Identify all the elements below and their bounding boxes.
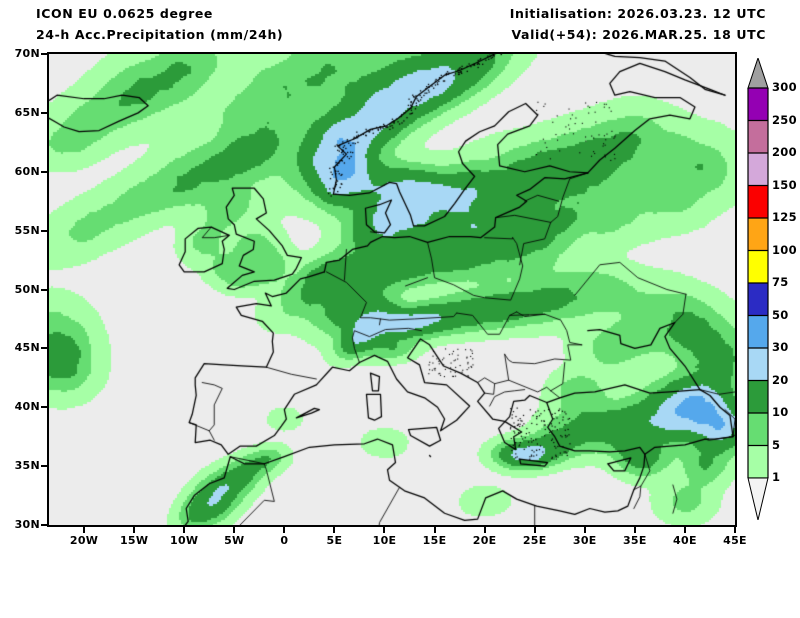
latitude-label: 45N xyxy=(14,341,40,355)
latitude-label: 55N xyxy=(14,223,40,237)
latitude-label: 35N xyxy=(14,459,40,473)
colorbar-over-arrow xyxy=(747,58,769,89)
precipitation-heatmap-canvas xyxy=(49,54,735,525)
colorbar-band xyxy=(748,445,768,479)
latitude-tick xyxy=(41,524,47,526)
colorbar-tick-label: 50 xyxy=(772,307,789,322)
latitude-tick xyxy=(41,347,47,350)
colorbar-band xyxy=(748,315,768,349)
longitude-tick xyxy=(533,527,536,533)
latitude-label: 50N xyxy=(14,282,40,296)
colorbar-band xyxy=(748,153,768,186)
latitude-tick xyxy=(41,229,47,232)
longitude-label: 15E xyxy=(422,534,447,547)
longitude-label: 45E xyxy=(723,534,747,547)
colorbar-band xyxy=(748,218,768,251)
longitude-tick xyxy=(333,527,336,533)
colorbar-tick-label: 250 xyxy=(772,112,797,127)
longitude-label: 20E xyxy=(472,534,497,547)
latitude-tick xyxy=(41,465,47,468)
colorbar-band xyxy=(748,185,768,219)
longitude-label: 10E xyxy=(372,534,397,547)
longitude-tick xyxy=(133,527,136,533)
colorbar-tick-label: 300 xyxy=(772,80,797,94)
longitude-tick xyxy=(83,527,86,533)
longitude-tick xyxy=(283,527,286,533)
longitude-label: 35E xyxy=(622,534,647,547)
latitude-label: 65N xyxy=(14,105,40,119)
latitude-tick xyxy=(41,170,47,173)
colorbar-band xyxy=(748,413,768,446)
colorbar-tick-label: 5 xyxy=(772,437,781,452)
longitude-tick xyxy=(483,527,486,533)
longitude-label: 5W xyxy=(224,534,245,547)
longitude-tick xyxy=(383,527,386,533)
longitude-tick xyxy=(683,527,686,533)
colorbar-band xyxy=(748,250,768,284)
longitude-label: 25E xyxy=(522,534,547,547)
valid-time: Valid(+54): 2026.MAR.25. 18 UTC xyxy=(511,27,766,42)
latitude-tick xyxy=(41,111,47,114)
precipitation-colorbar: 300 250 200 150 125 100 75 50 30 20 10 5 1 xyxy=(746,58,800,520)
latitude-label: 30N xyxy=(14,518,40,531)
colorbar-band xyxy=(748,88,768,121)
colorbar-tick-label: 75 xyxy=(772,275,789,289)
colorbar-tick-label: 100 xyxy=(772,242,797,257)
longitude-label: 5E xyxy=(326,534,343,547)
colorbar-tick-label: 20 xyxy=(772,372,789,387)
initialisation-time: Initialisation: 2026.03.23. 12 UTC xyxy=(509,6,766,21)
colorbar-tick-label: 1 xyxy=(772,470,781,484)
longitude-label: 20W xyxy=(69,534,99,547)
longitude-tick xyxy=(233,527,236,533)
colorbar-under-arrow xyxy=(747,477,769,520)
longitude-label: 10W xyxy=(170,534,199,547)
colorbar-swatches xyxy=(747,58,769,520)
latitude-tick xyxy=(41,53,47,55)
colorbar-tick-label: 10 xyxy=(772,405,789,419)
longitude-tick xyxy=(433,527,436,533)
latitude-tick xyxy=(41,406,47,409)
longitude-label: 0 xyxy=(280,534,289,547)
colorbar-tick-label: 30 xyxy=(772,340,789,354)
colorbar-tick-label: 200 xyxy=(772,145,797,159)
colorbar-band xyxy=(748,120,768,154)
latitude-tick xyxy=(41,288,47,291)
latitude-label: 40N xyxy=(14,400,40,414)
longitude-tick xyxy=(183,527,186,533)
latitude-label: 70N xyxy=(14,47,40,60)
longitude-tick xyxy=(734,527,736,533)
colorbar-band xyxy=(748,348,768,381)
latitude-label: 60N xyxy=(14,164,40,178)
longitude-label: 15W xyxy=(119,534,149,547)
longitude-label: 40E xyxy=(673,534,697,547)
longitude-label: 30E xyxy=(572,534,597,547)
colorbar-tick-label: 125 xyxy=(772,210,797,224)
model-title: ICON EU 0.0625 degree xyxy=(36,6,213,21)
map-plot-area xyxy=(47,52,737,527)
colorbar-band xyxy=(748,380,768,414)
field-title: 24-h Acc.Precipitation (mm/24h) xyxy=(36,27,284,42)
longitude-tick xyxy=(583,527,586,533)
colorbar-band xyxy=(748,283,768,316)
longitude-tick xyxy=(633,527,636,533)
colorbar-tick-label: 150 xyxy=(772,177,797,192)
